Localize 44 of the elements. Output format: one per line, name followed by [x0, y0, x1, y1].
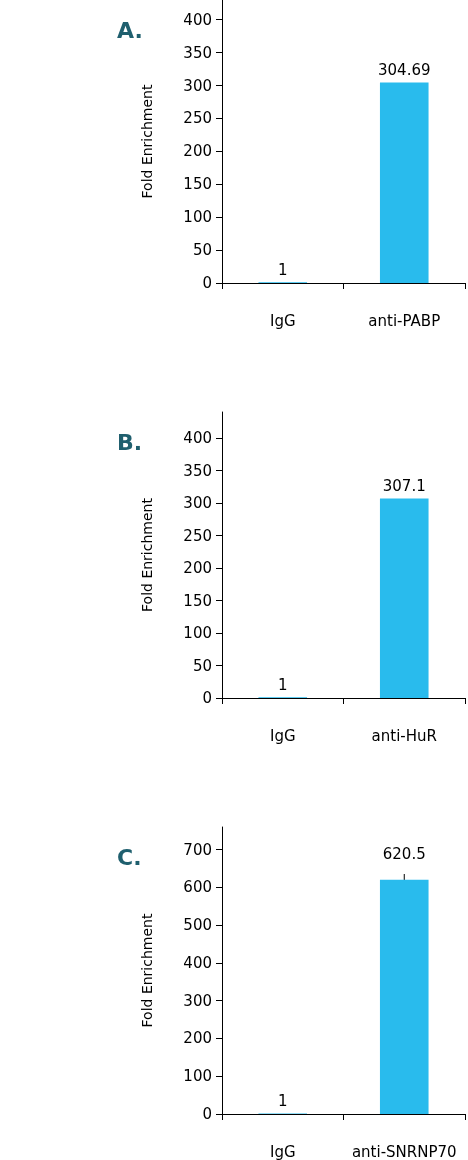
y-tick-label: 300: [183, 494, 212, 512]
y-axis-title: Fold Enrichment: [139, 84, 155, 199]
y-axis-title: Fold Enrichment: [139, 497, 155, 612]
y-axis-title: Fold Enrichment: [139, 913, 155, 1028]
x-tick-label: IgG: [269, 726, 296, 745]
y-tick-label: 200: [183, 142, 212, 161]
y-tick-label: 150: [183, 175, 212, 194]
y-tick-label: 350: [183, 461, 212, 480]
y-tick-label: 200: [183, 1029, 212, 1048]
y-tick-label: 0: [202, 1105, 212, 1123]
x-tick-label: anti-HuR: [371, 726, 437, 745]
y-tick-label: 600: [183, 878, 212, 897]
x-tick-label: anti-PABP: [368, 311, 441, 330]
data-label: 1: [277, 675, 288, 694]
y-tick-label: 250: [183, 109, 212, 128]
text: B.: [117, 429, 143, 455]
y-tick-label: 150: [183, 591, 212, 610]
y-tick-label: 50: [192, 241, 212, 260]
data-label: 620.5: [382, 844, 426, 863]
data-label: 307.1: [382, 476, 426, 495]
x-tick-label: anti-SNRNP70: [351, 1142, 457, 1160]
data-label: 1: [277, 1092, 288, 1111]
text: C.: [117, 844, 142, 870]
text: A.: [117, 17, 143, 43]
y-tick-label: 200: [183, 559, 212, 577]
y-tick-label: 100: [183, 208, 212, 227]
data-label: 1: [277, 260, 288, 279]
y-tick-label: 350: [183, 43, 212, 62]
x-tick-label: IgG: [269, 311, 296, 330]
y-tick-label: 400: [183, 953, 212, 972]
y-tick-label: 50: [192, 656, 212, 675]
y-tick-label: 0: [202, 274, 212, 292]
y-tick-label: 100: [183, 624, 212, 642]
y-tick-label: 300: [183, 76, 212, 95]
y-tick-label: 300: [183, 991, 212, 1010]
y-tick-label: 400: [183, 10, 212, 29]
y-tick-label: 400: [183, 429, 212, 447]
y-tick-label: 500: [183, 916, 212, 935]
data-label: 304.69: [378, 60, 431, 79]
x-tick-label: IgG: [269, 1142, 296, 1160]
y-tick-label: 0: [202, 689, 212, 707]
y-tick-label: 100: [183, 1067, 212, 1086]
y-tick-label: 700: [183, 840, 212, 859]
y-tick-label: 250: [183, 526, 212, 545]
